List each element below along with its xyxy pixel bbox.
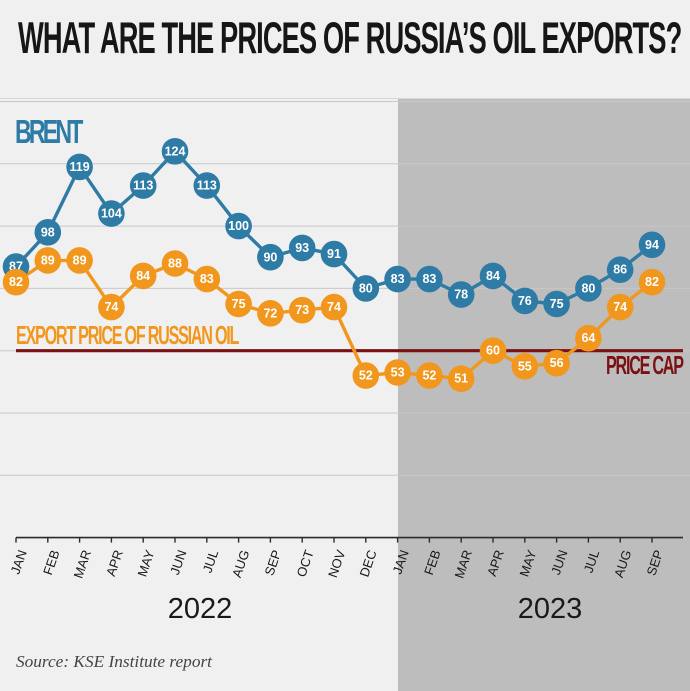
svg-text:83: 83 (391, 272, 405, 286)
svg-text:76: 76 (518, 294, 532, 308)
svg-text:98: 98 (41, 225, 55, 239)
svg-text:83: 83 (200, 272, 214, 286)
svg-text:72: 72 (263, 306, 277, 320)
svg-text:73: 73 (295, 303, 309, 317)
svg-text:124: 124 (165, 144, 186, 158)
svg-text:113: 113 (133, 179, 153, 193)
svg-text:80: 80 (581, 281, 595, 295)
svg-text:82: 82 (9, 275, 23, 289)
svg-text:51: 51 (454, 372, 468, 386)
svg-text:89: 89 (41, 253, 55, 267)
svg-text:84: 84 (136, 269, 150, 283)
svg-text:100: 100 (228, 219, 249, 233)
svg-text:90: 90 (263, 250, 277, 264)
svg-text:53: 53 (391, 366, 405, 380)
svg-text:91: 91 (327, 247, 341, 261)
svg-text:82: 82 (645, 275, 659, 289)
svg-text:84: 84 (486, 269, 500, 283)
svg-text:113: 113 (197, 179, 217, 193)
svg-text:75: 75 (232, 297, 246, 311)
svg-text:104: 104 (101, 207, 122, 221)
svg-text:74: 74 (613, 300, 627, 314)
svg-text:64: 64 (581, 331, 595, 345)
svg-text:119: 119 (70, 160, 90, 174)
svg-text:56: 56 (550, 356, 564, 370)
svg-text:74: 74 (104, 300, 118, 314)
svg-text:74: 74 (327, 300, 341, 314)
svg-text:52: 52 (422, 369, 436, 383)
svg-text:83: 83 (422, 272, 436, 286)
svg-text:75: 75 (550, 297, 564, 311)
svg-text:89: 89 (73, 253, 87, 267)
svg-text:60: 60 (486, 344, 500, 358)
svg-text:88: 88 (168, 256, 182, 270)
svg-text:55: 55 (518, 359, 532, 373)
svg-text:94: 94 (645, 238, 659, 252)
svg-text:80: 80 (359, 281, 373, 295)
svg-text:78: 78 (454, 288, 468, 302)
svg-text:93: 93 (295, 241, 309, 255)
svg-text:52: 52 (359, 369, 373, 383)
svg-text:86: 86 (613, 263, 627, 277)
